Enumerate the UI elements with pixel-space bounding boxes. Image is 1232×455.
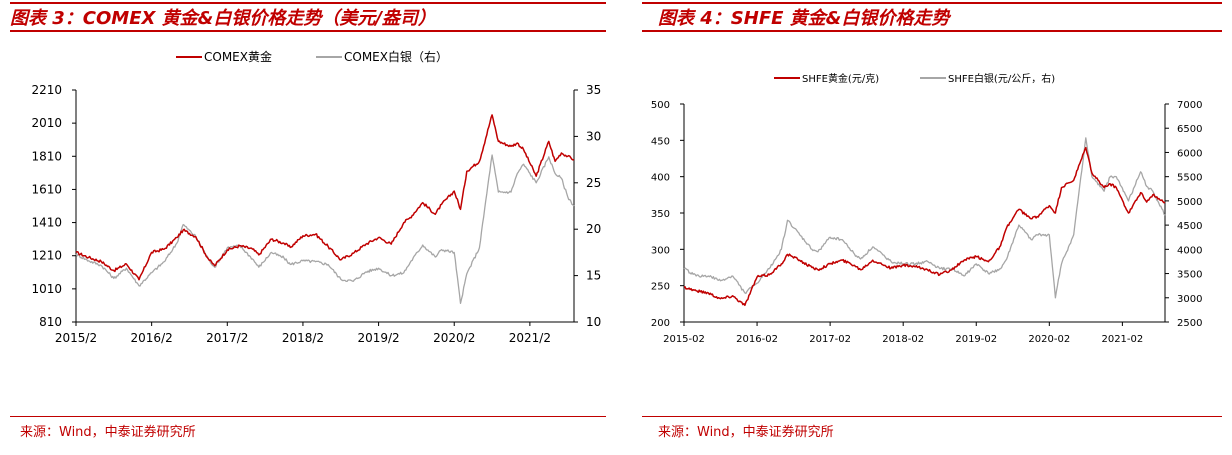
legend-silver-label: SHFE白银(元/公斤，右) [948, 72, 1055, 85]
left-y-tick-label: 200 [651, 318, 670, 329]
legend-gold-label: SHFE黄金(元/克) [802, 72, 879, 85]
x-tick-label: 2016/2 [131, 331, 173, 345]
right-y-tick-label: 20 [586, 222, 601, 236]
left-chart-panel: 图表 3：COMEX 黄金&白银价格走势（美元/盎司） 810 1010 1210 1… [10, 2, 606, 440]
x-tick-label: 2015-02 [663, 334, 705, 345]
right-title-rule-top [642, 2, 1222, 4]
right-y-tick-label: 6000 [1177, 148, 1202, 159]
x-tick-label: 2020-02 [1028, 334, 1070, 345]
left-source-rule [10, 416, 606, 417]
x-tick-label: 2019/2 [357, 331, 399, 345]
gold-price-line [75, 114, 575, 281]
right-y-tick-label: 25 [586, 176, 601, 190]
right-y-tick-label: 7000 [1177, 100, 1202, 111]
right-y-tick-label: 35 [586, 83, 601, 97]
silver-price-line [683, 137, 1166, 299]
right-y-tick-label: 3000 [1177, 294, 1202, 305]
right-y-tick-label: 6500 [1177, 124, 1202, 135]
left-source-note: 来源：Wind，中泰证券研究所 [20, 425, 196, 440]
x-tick-label: 2017/2 [206, 331, 248, 345]
x-tick-label: 2016-02 [736, 334, 778, 345]
legend-gold-label: COMEX黄金 [204, 49, 272, 64]
right-y-tick-label: 4500 [1177, 221, 1202, 232]
left-y-tick-label: 400 [651, 173, 670, 184]
comex-chart: 810 1010 1210 1410 1610 1810 2010 2210 10 15 20 25 3… [31, 49, 601, 345]
x-tick-label: 2021/2 [509, 331, 551, 345]
legend-silver-label: COMEX白银（右） [344, 49, 448, 64]
left-y-tick-label: 1610 [31, 182, 62, 196]
left-y-tick-label: 350 [651, 209, 670, 220]
left-y-tick-label: 1410 [31, 216, 62, 230]
right-title-rule-bottom [642, 30, 1222, 32]
x-tick-label: 2020/2 [433, 331, 475, 345]
x-tick-label: 2021-02 [1101, 334, 1143, 345]
left-y-tick-label: 300 [651, 245, 670, 256]
shfe-chart: 200 250 300 350 400 450 500 2500 3000 3500 4000 450… [651, 72, 1203, 345]
right-y-tick-label: 10 [586, 315, 601, 329]
right-chart-panel: 图表 4：SHFE 黄金&白银价格走势 200 250 300 350 400 450 50… [616, 0, 1232, 455]
left-title-rule-bottom [10, 30, 606, 32]
right-y-tick-label: 30 [586, 129, 601, 143]
right-chart-title: 图表 4：SHFE 黄金&白银价格走势 [658, 8, 950, 29]
right-y-tick-label: 5000 [1177, 197, 1202, 208]
gold-price-line [683, 146, 1166, 307]
left-y-tick-label: 250 [651, 282, 670, 293]
left-y-tick-label: 500 [651, 100, 670, 111]
right-y-tick-label: 2500 [1177, 318, 1202, 329]
x-tick-label: 2018-02 [882, 334, 924, 345]
right-source-rule [642, 416, 1222, 417]
left-y-tick-label: 450 [651, 136, 670, 147]
x-tick-label: 2015/2 [55, 331, 97, 345]
right-source-note: 来源：Wind，中泰证券研究所 [658, 425, 834, 440]
x-tick-label: 2018/2 [282, 331, 324, 345]
right-y-tick-label: 5500 [1177, 173, 1202, 184]
left-y-tick-label: 2210 [31, 83, 62, 97]
left-y-tick-label: 2010 [31, 116, 62, 130]
left-y-tick-label: 1210 [31, 249, 62, 263]
left-y-tick-label: 810 [39, 315, 62, 329]
left-title-rule-top [10, 2, 606, 4]
left-y-tick-label: 1810 [31, 149, 62, 163]
silver-price-line [75, 154, 575, 305]
right-y-tick-label: 4000 [1177, 245, 1202, 256]
x-tick-label: 2019-02 [955, 334, 997, 345]
right-y-tick-label: 3500 [1177, 270, 1202, 281]
left-y-tick-label: 1010 [31, 282, 62, 296]
right-y-tick-label: 15 [586, 269, 601, 283]
left-chart-title: 图表 3：COMEX 黄金&白银价格走势（美元/盎司） [10, 8, 436, 29]
x-tick-label: 2017-02 [809, 334, 851, 345]
